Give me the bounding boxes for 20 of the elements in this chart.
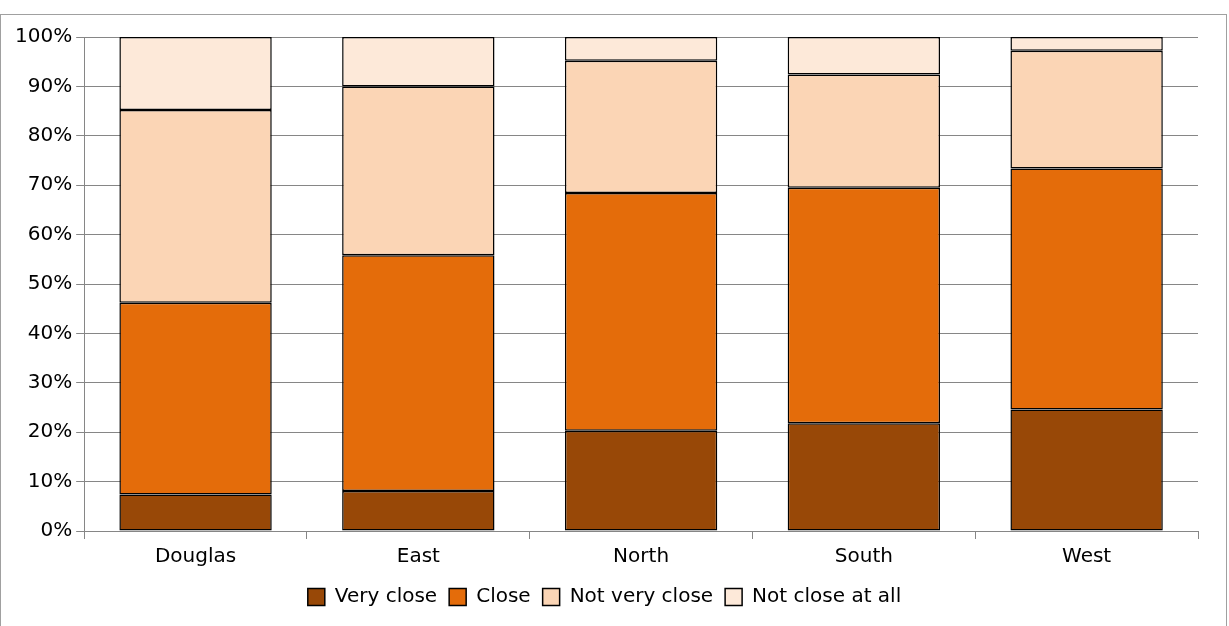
y-tick-label: 70%: [27, 171, 73, 196]
y-tick-label: 0%: [40, 517, 73, 542]
x-tick-label: East: [396, 543, 441, 568]
y-tick-label: 90%: [27, 72, 73, 97]
y-tick-label: 80%: [27, 122, 73, 146]
legend-label: Not close at all: [752, 583, 902, 608]
y-tick-label: 50%: [27, 270, 73, 295]
y-tick-label: 40%: [27, 319, 73, 344]
y-tick-label: 100%: [14, 23, 73, 48]
legend-label: Not very close: [569, 583, 714, 608]
y-tick-label: 20%: [27, 418, 73, 443]
y-tick-label: 10%: [27, 467, 73, 492]
y-tick-label: 60%: [27, 220, 73, 245]
x-tick-label: West: [1062, 543, 1112, 568]
y-tick-label: 30%: [27, 369, 73, 393]
x-tick-label: North: [613, 543, 670, 568]
legend-label: Close: [476, 583, 531, 608]
legend-label: Very close: [334, 583, 438, 608]
x-tick-label: Douglas: [154, 543, 237, 568]
x-tick-label: South: [834, 543, 893, 568]
